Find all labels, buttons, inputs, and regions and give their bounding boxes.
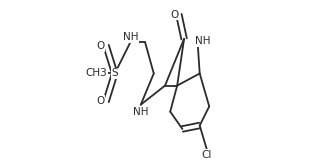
Text: Cl: Cl <box>202 150 212 160</box>
Text: S: S <box>111 68 118 79</box>
Text: NH: NH <box>195 36 211 46</box>
Text: O: O <box>96 41 104 51</box>
Text: O: O <box>96 96 104 106</box>
Text: CH3: CH3 <box>86 68 107 79</box>
Text: O: O <box>170 9 179 19</box>
Text: NH: NH <box>123 32 138 42</box>
Text: NH: NH <box>133 107 149 117</box>
